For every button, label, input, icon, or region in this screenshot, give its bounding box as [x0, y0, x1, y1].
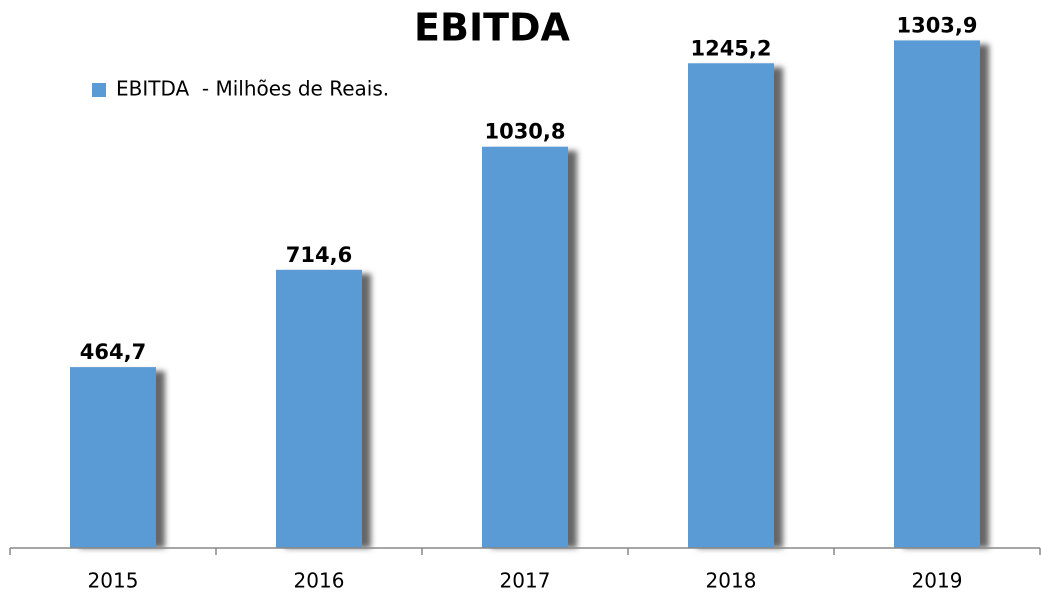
data-label: 1030,8 — [484, 120, 565, 144]
data-label: 1303,9 — [896, 13, 977, 37]
x-tick-label: 2017 — [500, 569, 551, 593]
x-tick-label: 2015 — [88, 569, 139, 593]
data-label: 464,7 — [80, 340, 146, 364]
data-label: 714,6 — [286, 243, 352, 267]
x-tick-label: 2016 — [294, 569, 345, 593]
legend-swatch — [92, 83, 106, 97]
bar — [276, 269, 362, 548]
data-label: 1245,2 — [690, 36, 771, 60]
x-tick-label: 2019 — [912, 569, 963, 593]
bar — [688, 63, 774, 549]
legend-label: EBITDA - Milhões de Reais. — [116, 77, 389, 101]
bar — [894, 40, 980, 548]
bar — [482, 146, 568, 548]
bar — [70, 367, 156, 548]
chart-title: EBITDA — [414, 6, 571, 50]
x-tick-label: 2018 — [706, 569, 757, 593]
